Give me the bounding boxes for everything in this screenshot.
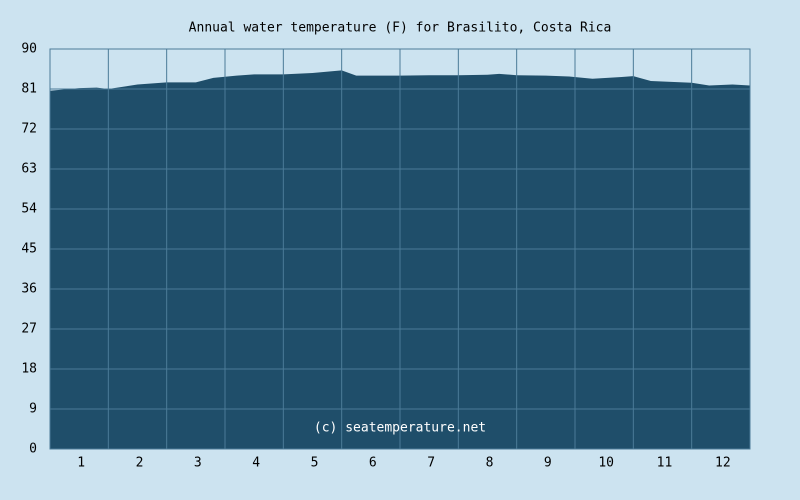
plot-border: [49, 48, 751, 450]
y-tick-label: 45: [21, 242, 37, 257]
x-tick-label: 9: [544, 456, 552, 471]
y-tick-label: 0: [29, 442, 37, 457]
x-tick-label: 12: [715, 456, 731, 471]
x-tick-label: 5: [311, 456, 319, 471]
y-tick-label: 18: [21, 362, 37, 377]
x-tick-label: 8: [486, 456, 494, 471]
x-tick-label: 6: [369, 456, 377, 471]
y-tick-label: 72: [21, 122, 37, 137]
y-tick-label: 81: [21, 82, 37, 97]
y-tick-label: 54: [21, 202, 37, 217]
chart-title: Annual water temperature (F) for Brasili…: [189, 21, 612, 36]
x-tick-label: 1: [77, 456, 85, 471]
x-tick-label: 2: [136, 456, 144, 471]
x-tick-label: 3: [194, 456, 202, 471]
y-tick-label: 63: [21, 162, 37, 177]
x-tick-label: 4: [252, 456, 260, 471]
x-tick-label: 7: [427, 456, 435, 471]
x-tick-label: 10: [598, 456, 614, 471]
y-tick-label: 9: [29, 402, 37, 417]
y-tick-label: 90: [21, 42, 37, 57]
y-tick-label: 27: [21, 322, 37, 337]
y-tick-label: 36: [21, 282, 37, 297]
x-tick-label: 11: [657, 456, 673, 471]
watermark: (c) seatemperature.net: [314, 421, 486, 436]
